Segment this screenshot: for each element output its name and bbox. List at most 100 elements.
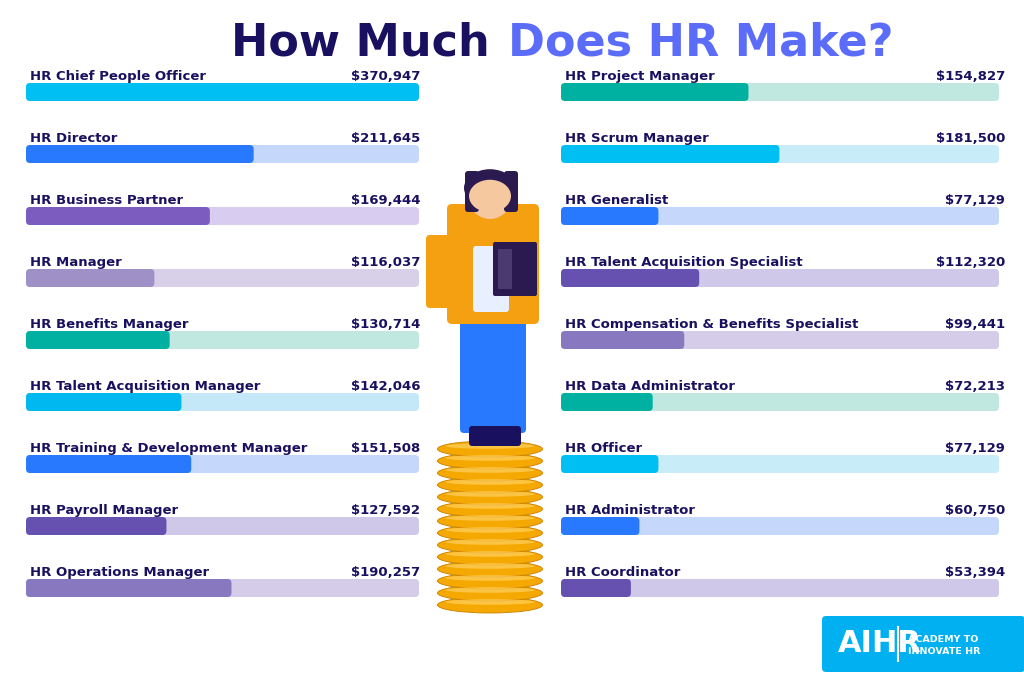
FancyBboxPatch shape bbox=[26, 393, 419, 411]
Text: HR Business Partner: HR Business Partner bbox=[30, 194, 183, 207]
Ellipse shape bbox=[437, 597, 543, 613]
Ellipse shape bbox=[445, 443, 535, 449]
FancyBboxPatch shape bbox=[822, 616, 1024, 672]
FancyBboxPatch shape bbox=[561, 145, 999, 163]
Text: $211,645: $211,645 bbox=[351, 132, 420, 145]
Ellipse shape bbox=[437, 441, 543, 457]
Text: HR Compensation & Benefits Specialist: HR Compensation & Benefits Specialist bbox=[565, 318, 858, 331]
FancyBboxPatch shape bbox=[493, 426, 521, 446]
FancyBboxPatch shape bbox=[26, 145, 419, 163]
Ellipse shape bbox=[464, 169, 516, 207]
Ellipse shape bbox=[445, 515, 535, 521]
FancyBboxPatch shape bbox=[26, 269, 155, 287]
FancyBboxPatch shape bbox=[26, 269, 419, 287]
Text: HR Talent Acquisition Specialist: HR Talent Acquisition Specialist bbox=[565, 256, 803, 269]
Text: $77,129: $77,129 bbox=[945, 194, 1005, 207]
FancyBboxPatch shape bbox=[447, 204, 539, 324]
FancyBboxPatch shape bbox=[561, 517, 639, 535]
FancyBboxPatch shape bbox=[469, 426, 497, 446]
FancyBboxPatch shape bbox=[561, 83, 749, 101]
Ellipse shape bbox=[437, 453, 543, 469]
Ellipse shape bbox=[445, 467, 535, 473]
Text: HR Data Administrator: HR Data Administrator bbox=[565, 380, 735, 393]
FancyBboxPatch shape bbox=[26, 517, 419, 535]
Text: HR Director: HR Director bbox=[30, 132, 118, 145]
Text: $112,320: $112,320 bbox=[936, 256, 1005, 269]
Ellipse shape bbox=[445, 575, 535, 581]
FancyBboxPatch shape bbox=[561, 83, 999, 101]
Ellipse shape bbox=[445, 563, 535, 568]
Text: HR Operations Manager: HR Operations Manager bbox=[30, 566, 209, 579]
Text: $130,714: $130,714 bbox=[350, 318, 420, 331]
Text: HR Coordinator: HR Coordinator bbox=[565, 566, 680, 579]
Text: HR Project Manager: HR Project Manager bbox=[565, 70, 715, 83]
Ellipse shape bbox=[445, 588, 535, 593]
Text: HR Payroll Manager: HR Payroll Manager bbox=[30, 504, 178, 517]
FancyBboxPatch shape bbox=[498, 249, 512, 289]
Ellipse shape bbox=[445, 527, 535, 533]
Text: $99,441: $99,441 bbox=[945, 318, 1005, 331]
Text: $77,129: $77,129 bbox=[945, 442, 1005, 455]
FancyBboxPatch shape bbox=[561, 331, 684, 349]
Text: HR Chief People Officer: HR Chief People Officer bbox=[30, 70, 206, 83]
FancyBboxPatch shape bbox=[460, 305, 526, 433]
Ellipse shape bbox=[437, 489, 543, 505]
Ellipse shape bbox=[437, 537, 543, 553]
Text: HR Administrator: HR Administrator bbox=[565, 504, 695, 517]
FancyBboxPatch shape bbox=[26, 83, 419, 101]
Text: HR Manager: HR Manager bbox=[30, 256, 122, 269]
Text: $142,046: $142,046 bbox=[350, 380, 420, 393]
Ellipse shape bbox=[445, 503, 535, 509]
Text: INNOVATE HR: INNOVATE HR bbox=[908, 647, 980, 656]
Text: HR Generalist: HR Generalist bbox=[565, 194, 669, 207]
Text: ACADEMY TO: ACADEMY TO bbox=[908, 634, 978, 643]
Text: $60,750: $60,750 bbox=[945, 504, 1005, 517]
FancyBboxPatch shape bbox=[561, 455, 658, 473]
Text: $127,592: $127,592 bbox=[351, 504, 420, 517]
Text: HR Training & Development Manager: HR Training & Development Manager bbox=[30, 442, 307, 455]
FancyBboxPatch shape bbox=[561, 207, 658, 225]
Text: $151,508: $151,508 bbox=[351, 442, 420, 455]
FancyBboxPatch shape bbox=[504, 171, 518, 212]
Text: Does HR Make?: Does HR Make? bbox=[508, 22, 894, 65]
Text: HR Scrum Manager: HR Scrum Manager bbox=[565, 132, 709, 145]
Text: AIHR: AIHR bbox=[838, 630, 922, 658]
FancyBboxPatch shape bbox=[480, 194, 500, 216]
FancyBboxPatch shape bbox=[26, 207, 210, 225]
Text: $181,500: $181,500 bbox=[936, 132, 1005, 145]
Text: $190,257: $190,257 bbox=[351, 566, 420, 579]
Text: $154,827: $154,827 bbox=[936, 70, 1005, 83]
FancyBboxPatch shape bbox=[502, 240, 536, 313]
Text: HR Benefits Manager: HR Benefits Manager bbox=[30, 318, 188, 331]
FancyBboxPatch shape bbox=[465, 171, 479, 212]
FancyBboxPatch shape bbox=[26, 331, 170, 349]
Ellipse shape bbox=[437, 549, 543, 565]
FancyBboxPatch shape bbox=[561, 579, 631, 597]
FancyBboxPatch shape bbox=[26, 517, 167, 535]
Ellipse shape bbox=[437, 513, 543, 529]
FancyBboxPatch shape bbox=[26, 579, 419, 597]
FancyBboxPatch shape bbox=[26, 145, 254, 163]
Ellipse shape bbox=[467, 169, 513, 219]
FancyBboxPatch shape bbox=[26, 455, 419, 473]
Ellipse shape bbox=[437, 501, 543, 517]
Ellipse shape bbox=[437, 465, 543, 481]
FancyBboxPatch shape bbox=[561, 517, 999, 535]
FancyBboxPatch shape bbox=[26, 579, 231, 597]
Text: HR Talent Acquisition Manager: HR Talent Acquisition Manager bbox=[30, 380, 260, 393]
FancyBboxPatch shape bbox=[561, 579, 999, 597]
FancyBboxPatch shape bbox=[561, 269, 999, 287]
Ellipse shape bbox=[437, 585, 543, 601]
Ellipse shape bbox=[437, 477, 543, 493]
Ellipse shape bbox=[445, 539, 535, 545]
FancyBboxPatch shape bbox=[26, 207, 419, 225]
FancyBboxPatch shape bbox=[493, 242, 537, 296]
FancyBboxPatch shape bbox=[26, 331, 419, 349]
FancyBboxPatch shape bbox=[561, 393, 999, 411]
Ellipse shape bbox=[437, 525, 543, 541]
FancyBboxPatch shape bbox=[561, 269, 699, 287]
Ellipse shape bbox=[445, 455, 535, 461]
FancyBboxPatch shape bbox=[561, 393, 652, 411]
FancyBboxPatch shape bbox=[26, 455, 191, 473]
FancyBboxPatch shape bbox=[561, 145, 779, 163]
